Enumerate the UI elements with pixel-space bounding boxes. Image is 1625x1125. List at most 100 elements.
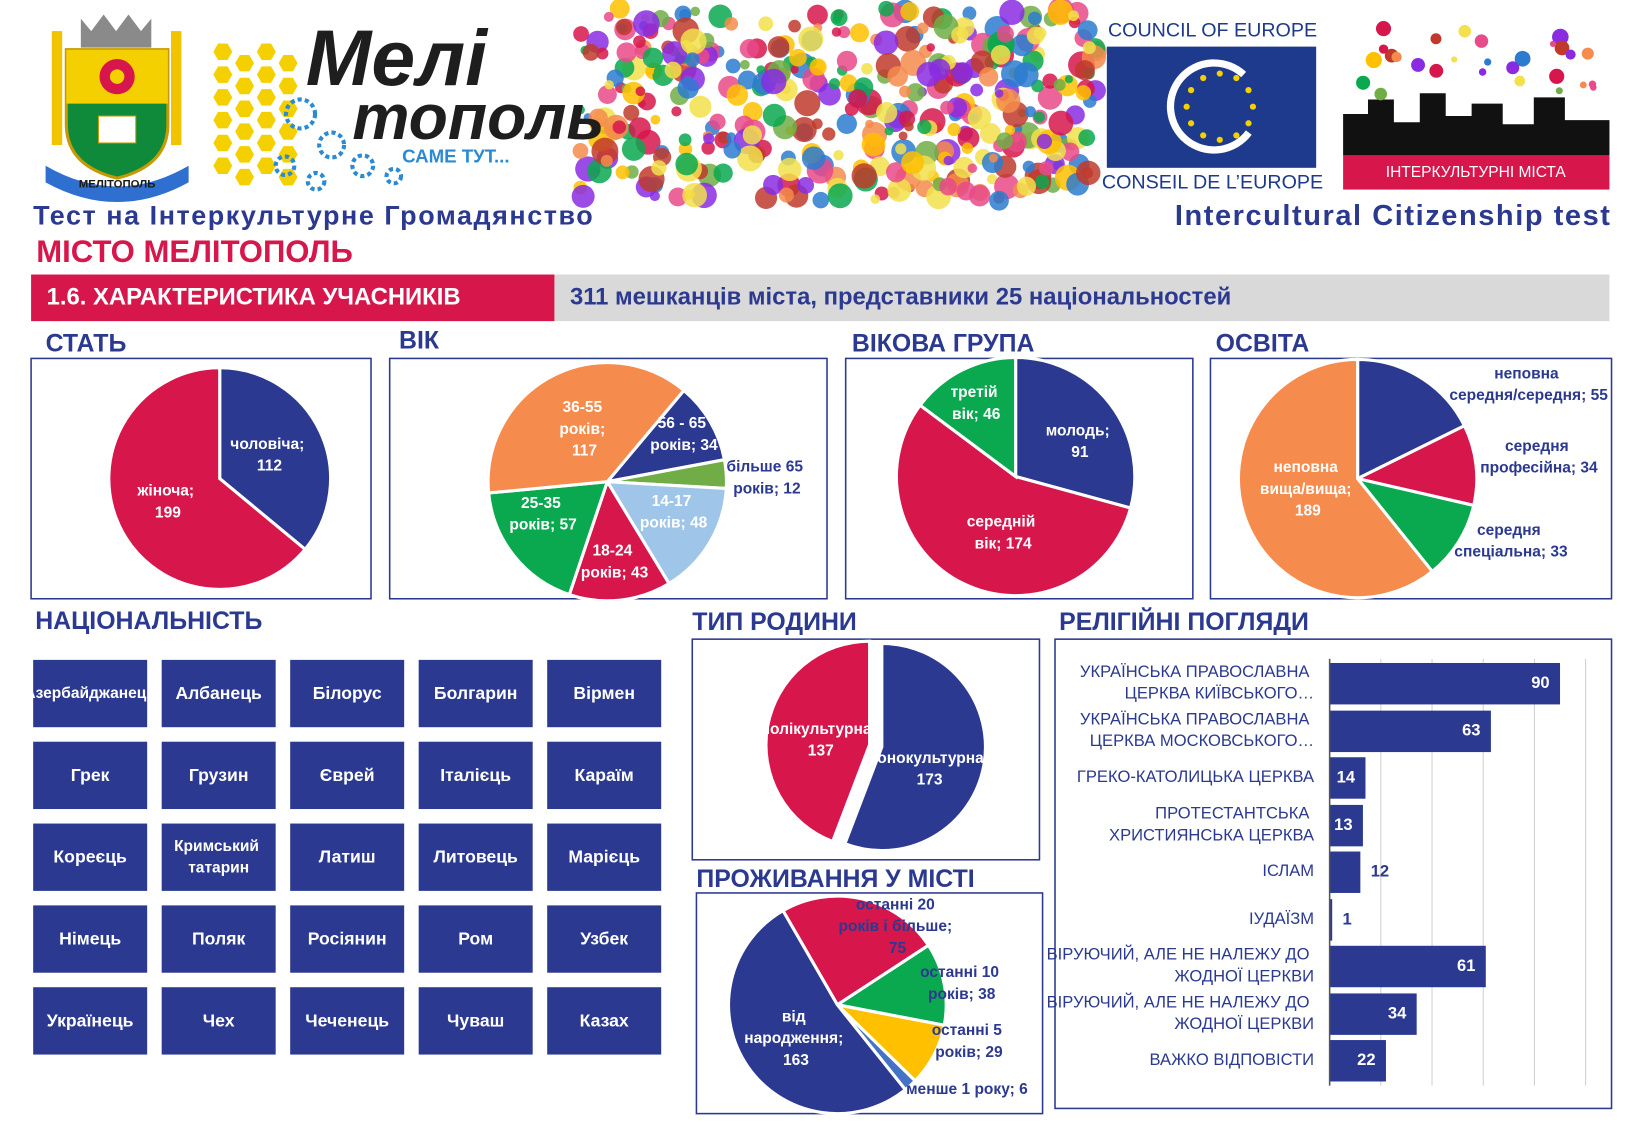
mosaic-tile xyxy=(873,30,899,56)
coe-star xyxy=(1233,74,1240,82)
data-label: 34 xyxy=(1388,1004,1407,1023)
mosaic-tile xyxy=(996,25,1014,43)
mosaic-tile xyxy=(946,97,968,118)
bar xyxy=(1329,1040,1386,1082)
mosaic-tile xyxy=(597,85,617,105)
mosaic-tile xyxy=(990,44,1011,65)
icc-figure xyxy=(1411,58,1425,72)
coe-star xyxy=(1200,132,1207,139)
mosaic-tile xyxy=(616,42,637,63)
bar xyxy=(1329,662,1561,705)
mosaic-tile xyxy=(791,117,817,143)
icc-figure xyxy=(1365,52,1382,69)
mosaic-tile xyxy=(737,145,763,172)
title-en: Intercultural Citizenship test xyxy=(1175,200,1612,232)
mosaic-tile xyxy=(678,133,692,147)
nationality-tile xyxy=(290,905,405,973)
mosaic-tile xyxy=(828,78,841,90)
pie-slice xyxy=(603,388,727,485)
data-label: молодь; 91 xyxy=(1046,423,1114,462)
y-tick-label: ВІРУЮЧИЙ, АЛЕ НЕ НАЛЕЖУ ДО ЖОДНОЇ ЦЕРКВИ xyxy=(1047,993,1314,1034)
honeycomb-cell xyxy=(233,121,256,142)
mosaic-tile xyxy=(988,153,998,163)
nationality-label: Литовець xyxy=(433,846,518,866)
coe-star xyxy=(1183,103,1190,110)
mosaic-tile xyxy=(739,59,750,70)
data-label: від народження; 163 xyxy=(744,1008,847,1069)
y-tick-label: ВІРУЮЧИЙ, АЛЕ НЕ НАЛЕЖУ ДО ЖОДНОЇ ЦЕРКВИ xyxy=(1047,945,1314,986)
mosaic-tile xyxy=(999,0,1025,25)
mosaic-tile xyxy=(1022,160,1035,173)
mosaic-tile xyxy=(906,83,925,102)
mosaic-tile xyxy=(904,121,914,132)
mosaic-tile xyxy=(1013,62,1039,88)
nationality-tile xyxy=(290,823,405,891)
honeycomb-cell xyxy=(211,87,235,108)
mosaic-tile xyxy=(678,142,693,156)
honeycomb-cell xyxy=(211,42,235,62)
pie-slice xyxy=(917,355,1018,480)
mosaic-tile xyxy=(850,23,870,43)
nationality-label: Казах xyxy=(580,1010,629,1030)
mosaic-tile xyxy=(1026,26,1045,45)
mosaic-tile xyxy=(725,58,741,74)
mosaic-tile xyxy=(943,155,954,166)
nationality-tile xyxy=(33,905,148,973)
mosaic-tile xyxy=(737,70,758,90)
mosaic-tile xyxy=(836,50,858,72)
coe-star xyxy=(1245,87,1252,94)
bar xyxy=(1329,851,1361,893)
nationality-tile xyxy=(547,659,662,728)
nationality-tile xyxy=(161,741,276,810)
gear xyxy=(273,154,297,178)
mosaic-tile xyxy=(713,163,733,183)
mosaic-tile xyxy=(870,194,881,204)
honeycomb-cell xyxy=(211,110,235,130)
honeycomb-cell xyxy=(276,121,300,142)
nationality-label: Італієць xyxy=(440,765,511,785)
chart-title: ОСВІТА xyxy=(1216,330,1310,358)
mosaic-tile xyxy=(839,74,858,92)
data-label: чоловіча; 112 xyxy=(230,436,308,475)
mosaic-tile xyxy=(758,16,774,32)
nationality-tile xyxy=(33,823,148,891)
summary: 311 мешканців міста, представники 25 нац… xyxy=(570,284,1231,311)
coe-star xyxy=(1187,87,1195,94)
nationality-tile xyxy=(161,823,276,891)
mosaic-tile xyxy=(926,43,935,52)
mosaic-tile xyxy=(953,156,975,179)
mosaic-tile xyxy=(789,48,807,67)
nationality-label: Чуваш xyxy=(447,1010,504,1030)
nationality-label: Марієць xyxy=(568,846,640,866)
bar xyxy=(1329,899,1333,941)
mosaic-tile xyxy=(967,106,992,130)
chart-title: РЕЛІГІЙНІ ПОГЛЯДИ xyxy=(1059,606,1309,636)
data-label: останні 20 років і більше; 75 xyxy=(838,896,956,957)
mosaic-tile xyxy=(1024,106,1036,118)
mosaic-tile xyxy=(690,6,701,17)
honeycomb-cell xyxy=(211,133,235,153)
mosaic-tile xyxy=(645,67,655,76)
mosaic-tile xyxy=(1074,60,1095,81)
mosaic-tile xyxy=(642,47,664,69)
mosaic-tile xyxy=(788,19,801,33)
bar xyxy=(1329,804,1363,847)
mosaic-tile xyxy=(1034,174,1050,189)
gear xyxy=(384,166,404,186)
icc-figure xyxy=(1430,33,1442,45)
mosaic-tile xyxy=(822,127,836,141)
chart-title: ТИП РОДИНИ xyxy=(692,608,857,636)
mosaic-tile xyxy=(898,131,908,141)
mosaic-tile xyxy=(895,143,907,155)
coe-star xyxy=(1216,70,1223,77)
torch xyxy=(170,31,182,146)
chart-title: СТАТЬ xyxy=(46,330,127,358)
mosaic-tile xyxy=(1028,11,1042,25)
pie-slice xyxy=(727,908,908,1116)
city-brand: Мелі тополь САМЕ ТУТ... xyxy=(211,14,604,192)
mosaic-tile xyxy=(615,165,630,180)
brand-top: Мелі xyxy=(306,14,489,102)
honeycomb-cell xyxy=(255,155,278,176)
mosaic-tile xyxy=(703,133,715,145)
city-title: МІСТО МЕЛІТОПОЛЬ xyxy=(36,234,353,269)
